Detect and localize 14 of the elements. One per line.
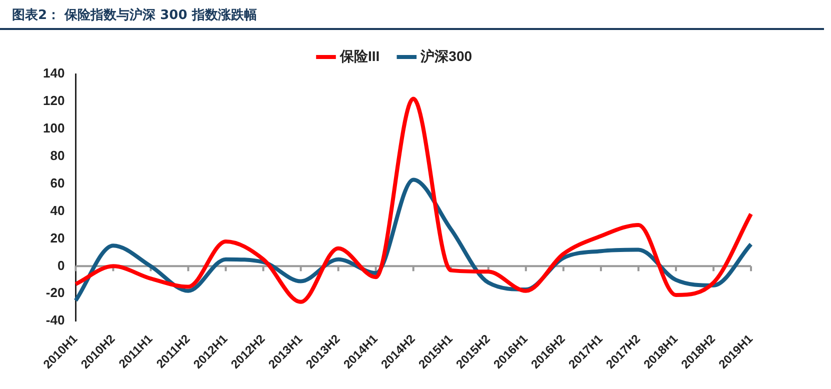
y-tick-label: 20 <box>50 230 65 246</box>
y-tick-label: 140 <box>42 66 65 81</box>
y-tick-label: 40 <box>50 202 65 218</box>
y-tick-label: 60 <box>50 175 65 190</box>
y-tick-label: 0 <box>57 258 65 273</box>
legend-label: 沪深300 <box>420 48 472 64</box>
y-tick-label: 80 <box>50 148 65 163</box>
y-tick-label: 120 <box>42 93 65 108</box>
y-tick-label: -20 <box>46 285 65 300</box>
line-series <box>74 96 753 304</box>
chart-title: 图表2： 保险指数与沪深 300 指数涨跌幅 <box>0 0 824 30</box>
y-tick-label: -40 <box>46 312 65 328</box>
y-tick-label: 100 <box>42 120 65 136</box>
legend-label: 保险III <box>338 48 380 64</box>
